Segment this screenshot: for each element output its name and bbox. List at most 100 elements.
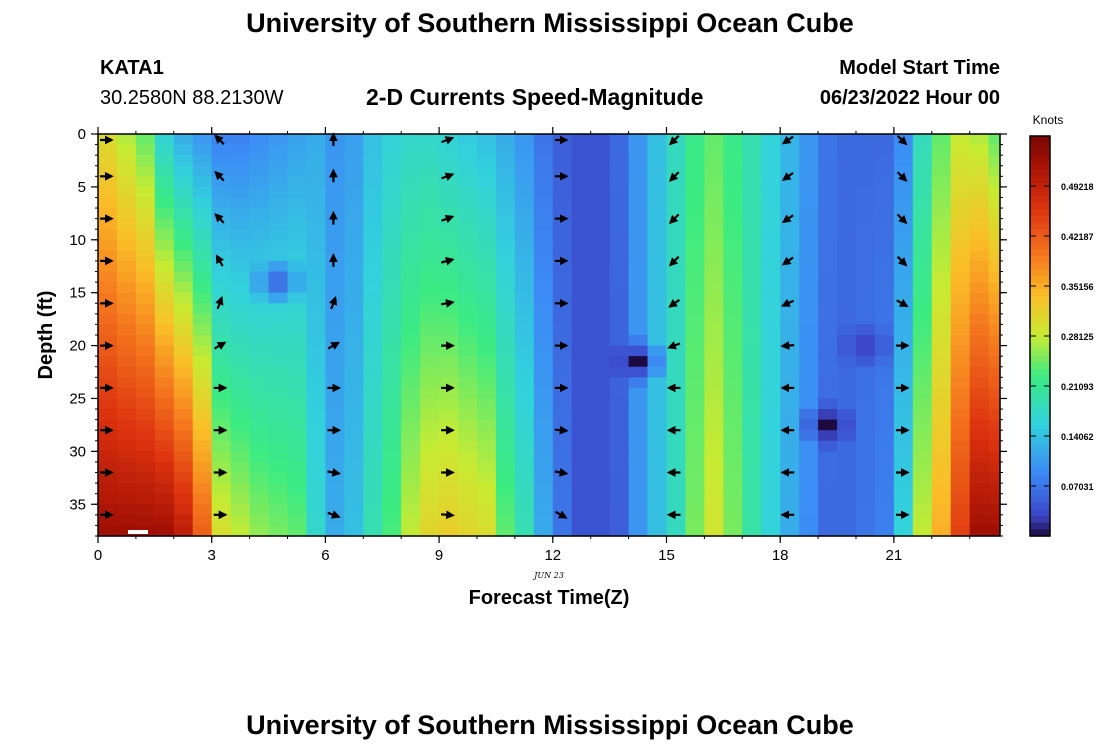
heatmap-cell [495, 197, 516, 209]
heatmap-cell [666, 409, 687, 421]
heatmap-cell [704, 366, 724, 378]
heatmap-cell [988, 472, 1001, 484]
heatmap-cell [931, 377, 952, 389]
heatmap-cell [685, 324, 705, 336]
heatmap-cell [628, 313, 649, 326]
heatmap-cell [192, 461, 213, 474]
heatmap-cell [211, 345, 232, 357]
heatmap-cell [287, 430, 308, 442]
heatmap-cell [514, 208, 535, 220]
heatmap-cell [723, 461, 743, 474]
heatmap-cell [98, 155, 118, 167]
colorbar-segment [1030, 362, 1050, 370]
heatmap-cell [571, 430, 592, 442]
heatmap-cell [325, 250, 345, 262]
heatmap-cell [211, 313, 232, 326]
heatmap-cell [988, 493, 1001, 505]
heatmap-cell [571, 282, 592, 294]
heatmap-cell [780, 461, 800, 474]
heatmap-cell [363, 134, 383, 146]
heatmap-cell [249, 483, 270, 495]
heatmap-cell [533, 419, 554, 431]
heatmap-cell [495, 345, 516, 357]
heatmap-cell [704, 430, 724, 442]
heatmap-cell [268, 250, 289, 262]
heatmap-cell [988, 451, 1001, 463]
heatmap-cell [609, 366, 630, 378]
heatmap-cell [590, 134, 611, 146]
heatmap-cell [552, 356, 573, 368]
heatmap-cell [439, 419, 459, 431]
heatmap-cell [723, 514, 743, 527]
heatmap-cell [969, 504, 990, 516]
heatmap-cell [249, 430, 270, 442]
heatmap-cell [116, 282, 137, 294]
x-axis-label: Forecast Time(Z) [469, 587, 630, 609]
heatmap-cell [931, 451, 952, 463]
heatmap-cell [382, 271, 402, 283]
heatmap-cell [382, 461, 402, 474]
heatmap-cell [780, 165, 800, 177]
heatmap-cell [893, 197, 914, 209]
heatmap-cell [116, 197, 137, 209]
heatmap-cell [173, 335, 194, 347]
heatmap-cell [116, 250, 137, 262]
heatmap-cell [382, 144, 402, 156]
heatmap-cell [98, 461, 118, 474]
heatmap-cell [969, 229, 990, 241]
heatmap-cell [552, 197, 573, 209]
heatmap-cell [401, 377, 421, 389]
heatmap-cell [912, 218, 933, 230]
heatmap-cell [704, 250, 724, 262]
heatmap-cell [268, 197, 289, 209]
heatmap-cell [780, 430, 800, 442]
heatmap-cell [818, 483, 838, 495]
heatmap-cell [704, 271, 724, 283]
heatmap-cell [855, 144, 876, 156]
heatmap-cell [420, 387, 440, 400]
heatmap-cell [874, 292, 895, 304]
heatmap-cell [628, 419, 649, 431]
heatmap-cell [893, 419, 914, 431]
heatmap-cell [761, 197, 781, 209]
heatmap-cell [590, 514, 611, 527]
heatmap-cell [344, 229, 364, 241]
heatmap-cell [458, 165, 478, 177]
heatmap-cell [458, 451, 478, 463]
heatmap-cell [116, 292, 137, 304]
heatmap-cell [912, 387, 933, 400]
heatmap-cell [628, 409, 649, 421]
heatmap-cell [287, 504, 308, 516]
heatmap-cell [666, 197, 687, 209]
colorbar-segment [1030, 296, 1050, 304]
heatmap-cell [533, 525, 554, 537]
heatmap-cell [912, 176, 933, 188]
heatmap-cell [780, 155, 800, 167]
heatmap-cell [874, 409, 895, 421]
heatmap-cell [420, 419, 440, 431]
heatmap-cell [912, 525, 933, 537]
heatmap-cell [969, 493, 990, 505]
heatmap-cell [420, 324, 440, 336]
heatmap-cell [173, 292, 194, 304]
heatmap-cell [476, 303, 497, 315]
heatmap-cell [893, 218, 914, 230]
heatmap-cell [230, 165, 251, 177]
chart-subtitle: 2-D Currents Speed-Magnitude [366, 84, 704, 110]
heatmap-cell [306, 260, 326, 273]
heatmap-cell [647, 186, 668, 199]
heatmap-cell [590, 176, 611, 188]
heatmap-cell [533, 324, 554, 336]
heatmap-cell [476, 356, 497, 368]
heatmap-cell [401, 229, 421, 241]
heatmap-cell [609, 335, 630, 347]
footer-title: University of Southern Mississippi Ocean… [246, 710, 854, 740]
heatmap-cell [552, 303, 573, 315]
heatmap-cell [818, 239, 838, 251]
heatmap-cell [571, 229, 592, 241]
colorbar-segment [1030, 136, 1050, 144]
current-arrow [554, 425, 569, 435]
heatmap-cell [344, 514, 364, 527]
heatmap-cell [192, 345, 213, 357]
heatmap-cell [893, 514, 914, 527]
